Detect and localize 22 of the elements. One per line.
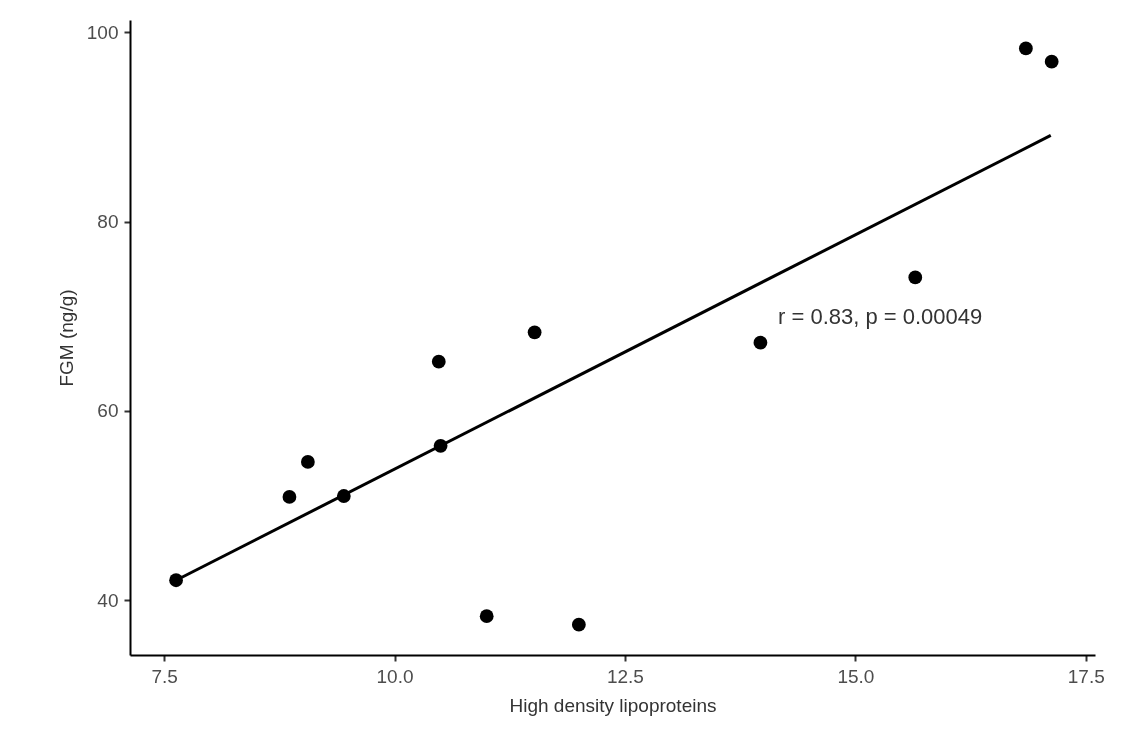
point (431, 354, 446, 369)
point (479, 609, 494, 624)
point (1044, 54, 1059, 69)
annotation: r = 0.83, p = 0.00049 (778, 304, 983, 329)
y-tick-label: 100 (86, 21, 119, 43)
x-axis-title: High density lipoproteins (509, 694, 717, 716)
y-tick-label: 60 (97, 400, 119, 422)
x-tick-label: 10.0 (376, 665, 414, 687)
point (282, 490, 297, 504)
y-tick-label: 80 (97, 211, 119, 233)
y-tick-label: 40 (97, 589, 119, 611)
x-tick-label: 17.5 (1067, 665, 1105, 687)
point (527, 325, 542, 340)
x-tick-label: 12.5 (606, 665, 644, 687)
x-tick-label: 7.5 (151, 665, 178, 687)
point (753, 335, 768, 350)
point (908, 270, 923, 285)
point (1018, 41, 1033, 56)
x-tick-label: 15.0 (837, 665, 875, 687)
point (300, 455, 315, 469)
y-axis-title: FGM (ng/g) (55, 289, 77, 387)
point (571, 617, 586, 632)
